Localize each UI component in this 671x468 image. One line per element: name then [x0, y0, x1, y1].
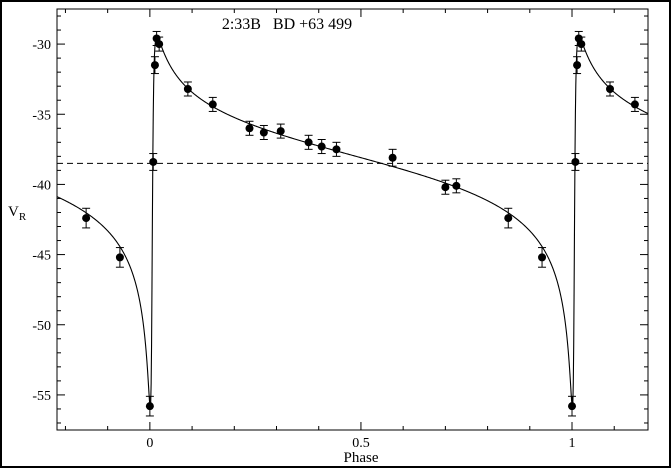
data-point [155, 40, 164, 49]
data-point [573, 61, 582, 70]
data-point [577, 40, 586, 49]
data-point-group [149, 153, 158, 171]
data-point-group [183, 81, 192, 97]
data-point [149, 157, 158, 166]
data-point-group [388, 148, 397, 167]
data-point-group [568, 395, 577, 417]
data-point [82, 214, 91, 223]
data-point-group [276, 123, 285, 139]
data-point-group [606, 81, 615, 97]
y-tick-label: -30 [32, 38, 51, 53]
data-point [115, 253, 124, 262]
data-point [145, 402, 154, 411]
data-point-group [332, 141, 341, 157]
x-tick-label: 1 [569, 436, 576, 451]
y-tick-label: -35 [32, 108, 51, 123]
data-point [208, 100, 217, 109]
data-point-group [208, 96, 217, 112]
data-point [571, 157, 580, 166]
data-point-group [504, 207, 513, 229]
y-tick-label: -45 [32, 249, 51, 264]
x-tick-label: 0.5 [352, 436, 370, 451]
data-point [183, 84, 192, 93]
data-point-group [304, 134, 313, 150]
data-point-group [573, 56, 582, 75]
data-point-group [155, 36, 164, 52]
data-point [452, 181, 461, 190]
data-point-group [150, 56, 159, 75]
x-axis-label: Phase [344, 450, 379, 466]
plot-frame [56, 8, 649, 431]
data-point [317, 142, 326, 151]
data-point-group [452, 178, 461, 194]
x-tick-label: 0 [146, 436, 153, 451]
data-point [259, 128, 268, 137]
chart-title: 2:33B BD +63 499 [222, 16, 352, 33]
y-tick-label: -55 [32, 389, 51, 404]
data-point-group [115, 247, 124, 268]
data-point [504, 214, 513, 223]
data-point-group [317, 139, 326, 155]
data-point-group [441, 179, 450, 195]
data-point [538, 253, 547, 262]
data-point [150, 61, 159, 70]
data-point [630, 100, 639, 109]
chart-layer: 0 0.5 1 -30 -35 -40 -45 -50 -55 [32, 8, 649, 451]
model-curve [56, 36, 649, 408]
data-point [388, 153, 397, 162]
data-point [441, 183, 450, 192]
y-axis-label-main: V [8, 204, 19, 220]
data-point-group [82, 207, 91, 229]
data-point-group [259, 124, 268, 141]
data-point-group [577, 36, 586, 52]
data-point [568, 402, 577, 411]
data-point [332, 145, 341, 154]
y-tick-label: -50 [32, 319, 51, 334]
data-point [276, 127, 285, 136]
data-point-group [245, 120, 254, 136]
y-axis-label-sub: R [19, 211, 27, 223]
data-point [245, 124, 254, 133]
data-point [304, 138, 313, 147]
y-tick-label: -40 [32, 178, 51, 193]
y-axis-label: VR [8, 204, 27, 223]
data-point-group [630, 96, 639, 112]
data-point-group [571, 153, 580, 171]
data-point [606, 84, 615, 93]
data-point-group [145, 395, 154, 417]
data-point-group [538, 247, 547, 268]
